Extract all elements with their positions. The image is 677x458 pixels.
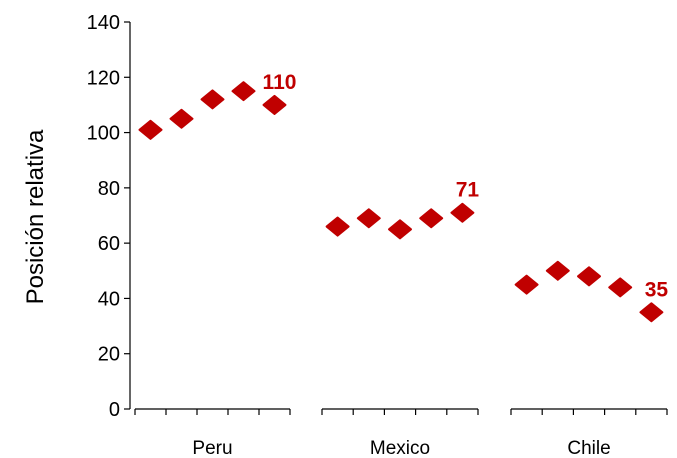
data-point (419, 208, 444, 229)
data-point (639, 302, 664, 323)
y-tick-label: 140 (87, 12, 120, 34)
data-point (545, 260, 570, 281)
x-axis: Peru Mexico Chile (134, 408, 668, 458)
data-point (231, 81, 256, 102)
data-labels: 110 71 35 (263, 71, 669, 301)
y-tick-label: 40 (98, 288, 120, 310)
y-tick-label: 120 (87, 67, 120, 89)
data-label: 35 (645, 278, 669, 301)
data-point (608, 277, 633, 298)
y-tick-label: 100 (87, 123, 120, 145)
x-category-label: Peru (192, 438, 232, 458)
data-point (388, 219, 412, 240)
x-category-label: Chile (567, 438, 610, 458)
data-points (138, 81, 664, 323)
data-point (169, 108, 194, 129)
data-point (577, 266, 601, 287)
y-axis-label: Posición relativa (22, 129, 49, 304)
data-point (138, 119, 163, 140)
data-point (262, 94, 287, 115)
data-point (514, 274, 539, 295)
data-point (325, 216, 350, 237)
x-category-label: Mexico (370, 438, 430, 458)
y-axis: 0 20 40 60 80 100 120 140 (87, 12, 131, 421)
y-tick-label: 0 (109, 399, 120, 421)
y-tick-label: 80 (98, 178, 120, 200)
data-label: 71 (456, 179, 480, 202)
data-point (200, 89, 225, 110)
y-tick-label: 20 (98, 344, 120, 366)
data-point (450, 202, 475, 223)
data-point (356, 208, 381, 229)
y-tick-label: 60 (98, 233, 120, 255)
data-label: 110 (263, 71, 297, 94)
